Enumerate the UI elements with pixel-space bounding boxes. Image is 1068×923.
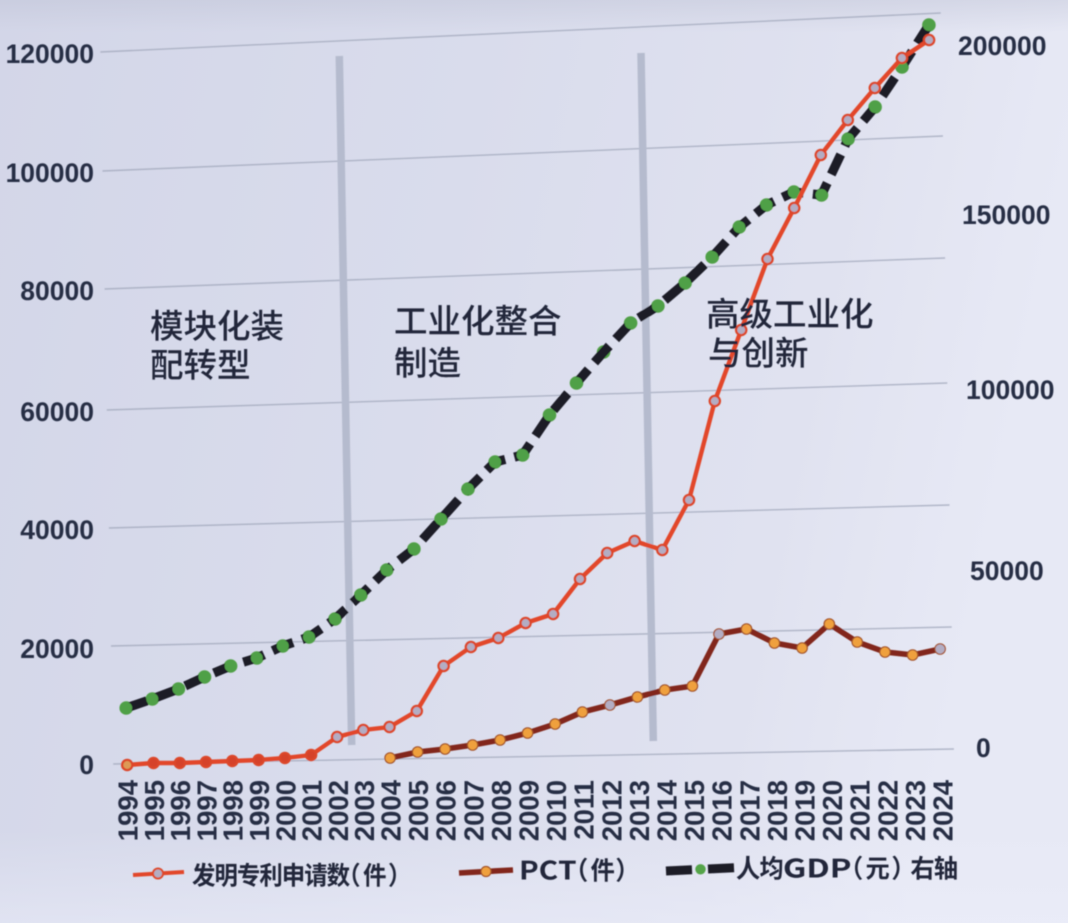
svg-text:2008: 2008 — [486, 780, 517, 841]
svg-text:2014: 2014 — [652, 779, 683, 841]
svg-text:2012: 2012 — [596, 780, 627, 841]
svg-text:150000: 150000 — [962, 200, 1050, 230]
svg-text:2005: 2005 — [403, 780, 434, 841]
svg-text:2013: 2013 — [624, 780, 655, 841]
svg-text:2001: 2001 — [297, 780, 328, 841]
svg-text:2016: 2016 — [707, 780, 738, 841]
svg-text:2009: 2009 — [514, 780, 545, 841]
svg-text:2024: 2024 — [928, 779, 959, 841]
svg-text:40000: 40000 — [20, 515, 94, 545]
svg-text:1997: 1997 — [191, 780, 222, 841]
svg-text:50000: 50000 — [970, 556, 1044, 586]
svg-text:2000: 2000 — [270, 780, 301, 841]
svg-text:200000: 200000 — [958, 31, 1046, 61]
svg-text:100000: 100000 — [966, 375, 1054, 405]
svg-text:2018: 2018 — [762, 780, 793, 841]
svg-text:20000: 20000 — [20, 634, 94, 664]
svg-text:2003: 2003 — [349, 780, 380, 841]
svg-text:2006: 2006 — [431, 780, 462, 841]
svg-text:80000: 80000 — [20, 276, 94, 306]
svg-text:2022: 2022 — [872, 780, 903, 841]
svg-text:0: 0 — [976, 733, 991, 763]
svg-text:0: 0 — [79, 750, 94, 780]
svg-text:120000: 120000 — [6, 39, 94, 69]
svg-text:1998: 1998 — [218, 780, 249, 841]
svg-text:100000: 100000 — [6, 158, 94, 188]
svg-text:2023: 2023 — [900, 780, 931, 841]
svg-text:1996: 1996 — [165, 780, 196, 841]
svg-text:2020: 2020 — [817, 780, 848, 841]
svg-text:2021: 2021 — [845, 780, 876, 841]
svg-text:1995: 1995 — [139, 780, 170, 841]
svg-text:1999: 1999 — [244, 780, 275, 841]
svg-text:2017: 2017 — [734, 780, 765, 841]
svg-text:2010: 2010 — [541, 780, 572, 841]
svg-text:2019: 2019 — [790, 780, 821, 841]
svg-text:2007: 2007 — [458, 780, 489, 841]
svg-text:1994: 1994 — [113, 779, 144, 841]
svg-text:2002: 2002 — [323, 780, 354, 841]
svg-text:2015: 2015 — [679, 780, 710, 841]
svg-text:2011: 2011 — [569, 780, 600, 840]
svg-text:2004: 2004 — [376, 779, 407, 841]
svg-text:60000: 60000 — [20, 397, 94, 427]
